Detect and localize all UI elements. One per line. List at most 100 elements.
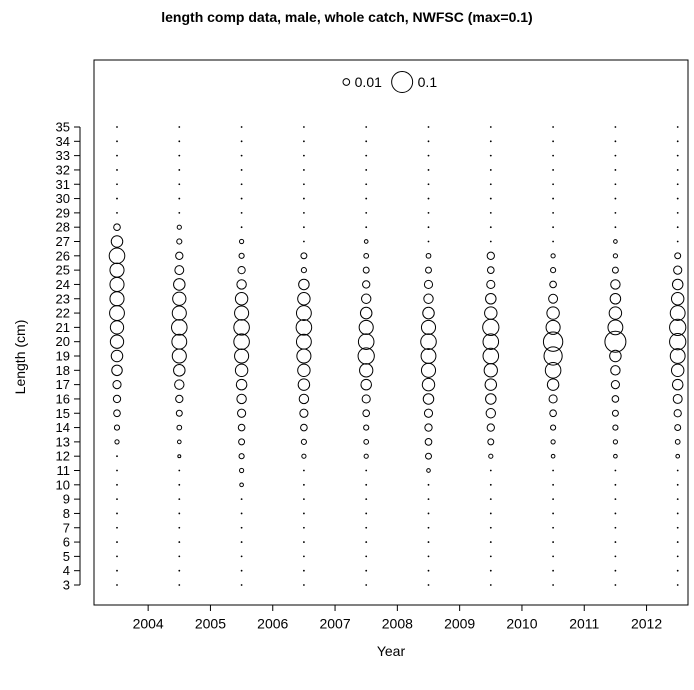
empty-bin-dot — [178, 483, 181, 486]
data-bubble — [112, 380, 122, 390]
empty-bin-dot — [614, 211, 617, 214]
data-bubble — [670, 292, 685, 306]
empty-bin-dot — [676, 569, 679, 572]
empty-bin-dot — [614, 197, 617, 200]
y-tick-label: 10 — [56, 477, 70, 492]
data-bubble — [109, 262, 125, 278]
empty-bin-dot — [552, 526, 554, 529]
plot-area-frame — [93, 59, 689, 606]
empty-bin-dot — [552, 469, 554, 472]
data-bubble — [485, 408, 496, 419]
empty-bin-dot — [240, 555, 243, 558]
empty-bin-dot — [178, 541, 181, 543]
data-bubble — [485, 393, 497, 405]
data-bubble — [297, 378, 311, 391]
y-tick-label: 11 — [57, 463, 71, 478]
empty-bin-dot — [427, 169, 430, 171]
empty-bin-dot — [303, 483, 305, 486]
empty-bin-dot — [240, 169, 243, 171]
empty-bin-dot — [614, 498, 617, 501]
empty-bin-dot — [614, 140, 617, 143]
empty-bin-dot — [240, 226, 243, 229]
empty-bin-dot — [614, 569, 617, 572]
empty-bin-dot — [676, 526, 679, 529]
empty-bin-dot — [427, 526, 430, 529]
empty-bin-dot — [365, 498, 368, 501]
empty-bin-dot — [489, 483, 492, 486]
empty-bin-dot — [552, 555, 554, 558]
empty-bin-dot — [116, 154, 118, 157]
empty-bin-dot — [178, 555, 181, 558]
empty-bin-dot — [489, 541, 492, 543]
empty-bin-dot — [240, 498, 243, 501]
empty-bin-dot — [303, 555, 305, 558]
empty-bin-dot — [614, 469, 617, 472]
data-bubble — [544, 362, 562, 379]
data-bubble — [486, 423, 495, 432]
empty-bin-dot — [489, 240, 492, 243]
data-bubble — [298, 393, 310, 405]
data-bubble — [233, 333, 250, 350]
empty-bin-dot — [427, 541, 430, 543]
empty-bin-dot — [614, 126, 617, 128]
y-tick-label: 28 — [56, 220, 70, 235]
data-bubble — [297, 292, 311, 306]
data-bubble — [542, 331, 564, 352]
empty-bin-dot — [427, 498, 430, 501]
data-bubble — [176, 424, 183, 431]
data-bubble — [669, 318, 687, 337]
data-bubble — [612, 439, 619, 445]
empty-bin-dot — [303, 526, 305, 529]
y-axis-label: Length (cm) — [12, 320, 28, 395]
data-bubble — [114, 439, 120, 445]
empty-bin-dot — [116, 526, 118, 529]
data-bubble — [424, 438, 433, 446]
data-bubble — [610, 279, 621, 290]
empty-bin-dot — [178, 183, 181, 186]
empty-bin-dot — [614, 584, 617, 586]
empty-bin-dot — [240, 512, 243, 515]
data-bubble — [113, 424, 121, 431]
data-bubble — [295, 333, 312, 350]
data-bubble — [607, 319, 624, 336]
data-bubble — [235, 378, 248, 391]
data-bubble — [363, 252, 370, 259]
empty-bin-dot — [427, 512, 430, 515]
x-tick-label: 2006 — [257, 616, 288, 632]
empty-bin-dot — [552, 498, 554, 501]
empty-bin-dot — [552, 126, 554, 128]
data-bubble — [482, 318, 500, 337]
empty-bin-dot — [240, 584, 243, 586]
legend-label: 0.1 — [418, 74, 438, 90]
empty-bin-dot — [614, 555, 617, 558]
data-bubble — [420, 362, 437, 378]
y-tick-label: 19 — [56, 349, 70, 364]
empty-bin-dot — [178, 498, 181, 501]
empty-bin-dot — [552, 154, 554, 157]
empty-bin-dot — [676, 541, 679, 543]
empty-bin-dot — [116, 541, 118, 543]
empty-bin-dot — [303, 512, 305, 515]
data-bubble — [109, 334, 125, 349]
data-bubble — [234, 363, 249, 378]
empty-bin-dot — [614, 169, 617, 171]
data-bubble — [362, 409, 371, 418]
empty-bin-dot — [240, 126, 243, 128]
empty-bin-dot — [676, 483, 679, 486]
empty-bin-dot — [178, 126, 181, 128]
y-tick-label: 13 — [56, 434, 70, 449]
data-bubble — [550, 267, 557, 274]
data-bubble — [237, 265, 246, 275]
empty-bin-dot — [489, 512, 492, 515]
data-bubble — [422, 306, 435, 320]
data-bubble — [670, 363, 685, 378]
empty-bin-dot — [365, 226, 368, 229]
empty-bin-dot — [365, 211, 368, 214]
empty-bin-dot — [676, 498, 679, 501]
empty-bin-dot — [489, 226, 492, 229]
y-tick-label: 27 — [56, 234, 70, 249]
y-tick-label: 3 — [63, 578, 70, 593]
data-bubble — [108, 247, 126, 265]
data-bubble — [550, 424, 557, 431]
data-bubble — [361, 394, 371, 404]
